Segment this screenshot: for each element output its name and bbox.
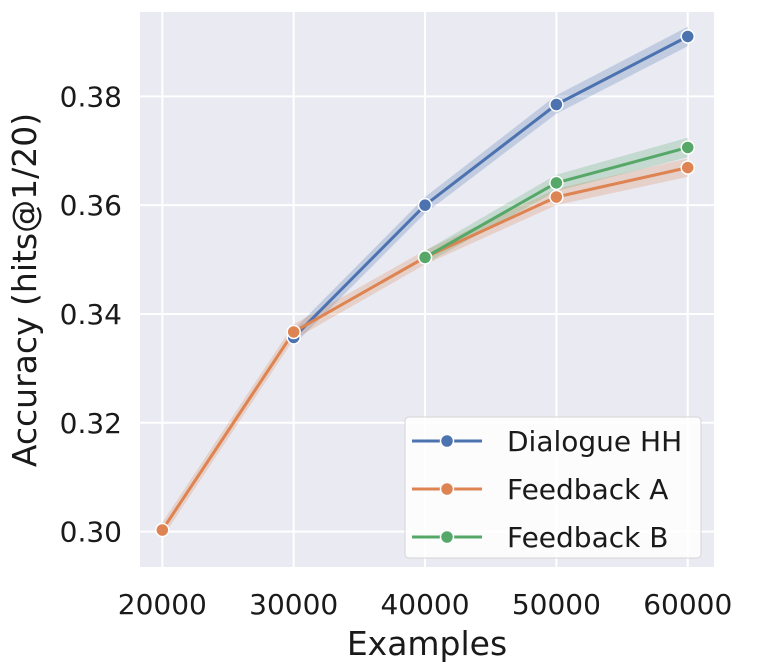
data-point (680, 29, 695, 44)
data-point (549, 175, 564, 191)
data-point (549, 189, 564, 205)
legend-frame (404, 416, 702, 559)
x-tick-label: 60000 (643, 588, 732, 621)
legend-label: Feedback A (507, 473, 668, 506)
legend-swatch-marker (439, 481, 455, 497)
y-axis-title: Accuracy (hits@1/20) (5, 113, 44, 467)
series-markers (155, 29, 695, 538)
confidence-band-2 (425, 137, 688, 264)
y-tick-label: 0.34 (60, 298, 122, 331)
tick-labels: 20000 30000 40000 50000 60000 0.30 0.32 0.34 0.3… (60, 80, 733, 621)
series-line-0 (292, 35, 689, 339)
data-point (680, 160, 695, 175)
legend: Dialogue HH Feedback A Feedback B (404, 416, 702, 559)
legend-swatch-marker (439, 529, 455, 545)
x-tick-label: 20000 (118, 588, 207, 621)
data-point (417, 197, 433, 213)
data-point (417, 250, 433, 265)
y-tick-label: 0.30 (60, 516, 122, 549)
legend-label: Dialogue HH (507, 425, 682, 458)
y-tick-label: 0.32 (60, 407, 122, 440)
data-point (680, 140, 695, 155)
x-tick-label: 30000 (249, 588, 338, 621)
data-point (155, 522, 170, 538)
x-tick-label: 40000 (380, 588, 469, 621)
y-tick-label: 0.38 (60, 80, 122, 113)
data-point (286, 324, 301, 340)
legend-label: Feedback B (507, 521, 668, 554)
x-axis-title: Examples (347, 624, 507, 663)
data-point (549, 97, 564, 112)
legend-swatch-marker (439, 433, 455, 449)
y-tick-label: 0.36 (60, 189, 122, 222)
x-tick-label: 50000 (512, 588, 601, 621)
